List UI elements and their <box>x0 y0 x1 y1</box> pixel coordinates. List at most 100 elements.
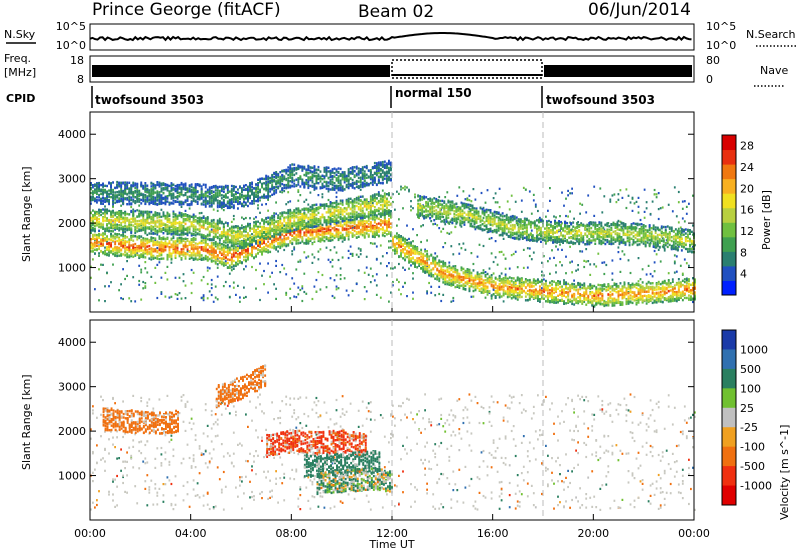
heatmap-cell <box>287 237 290 240</box>
heatmap-cell <box>692 300 694 304</box>
heatmap-cell <box>470 295 473 298</box>
heatmap-cell <box>289 223 292 226</box>
heatmap-cell <box>182 247 185 251</box>
heatmap-cell <box>232 247 235 250</box>
heatmap-cell <box>158 237 161 240</box>
heatmap-cell <box>468 194 471 197</box>
heatmap-cell <box>363 205 366 208</box>
heatmap-cell <box>375 245 378 248</box>
heatmap-cell <box>359 199 362 202</box>
heatmap-cell <box>341 199 344 202</box>
heatmap-cell <box>100 242 102 245</box>
heatmap-cell <box>361 195 364 198</box>
heatmap-cell <box>277 245 280 248</box>
heatmap-cell <box>120 254 123 257</box>
heatmap-cell <box>452 296 455 300</box>
heatmap-cell <box>565 197 567 200</box>
heatmap-cell <box>375 258 378 261</box>
heatmap-cell <box>275 201 277 204</box>
heatmap-cell <box>170 245 173 249</box>
heatmap-cell <box>245 230 247 233</box>
heatmap-cell <box>317 250 320 253</box>
heatmap-cell <box>92 235 94 238</box>
heatmap-cell <box>444 223 447 226</box>
heatmap-cell <box>190 215 193 218</box>
heatmap-cell <box>281 191 284 194</box>
heatmap-cell <box>337 235 340 239</box>
heatmap-cell <box>464 248 467 251</box>
heatmap-cell <box>394 249 396 253</box>
heatmap-cell <box>160 253 163 257</box>
heatmap-cell <box>498 206 501 209</box>
heatmap-cell <box>673 262 676 265</box>
heatmap-cell <box>188 226 191 229</box>
heatmap-cell <box>337 209 340 212</box>
heatmap-cell <box>307 228 310 231</box>
heatmap-cell <box>289 208 292 211</box>
heatmap-cell <box>245 225 247 228</box>
heatmap-cell <box>116 227 119 230</box>
heatmap-cell <box>94 211 96 215</box>
heatmap-cell <box>414 250 416 253</box>
heatmap-cell <box>353 226 356 230</box>
heatmap-cell <box>104 211 106 215</box>
heatmap-cell <box>204 217 207 220</box>
heatmap-cell <box>146 233 149 236</box>
heatmap-cell <box>226 230 229 233</box>
heatmap-cell <box>392 239 394 242</box>
heatmap-cell <box>192 228 195 232</box>
heatmap-cell <box>335 228 338 231</box>
heatmap-cell <box>106 242 108 245</box>
heatmap-cell <box>192 243 195 247</box>
heatmap-cell <box>390 291 392 294</box>
heatmap-cell <box>241 226 243 230</box>
heatmap-cell <box>186 215 189 218</box>
heatmap-cell <box>273 236 276 240</box>
heatmap-cell <box>303 219 306 222</box>
heatmap-cell <box>275 264 277 267</box>
heatmap-cell <box>436 277 439 280</box>
heatmap-cell <box>251 265 253 269</box>
heatmap-cell <box>297 189 300 192</box>
heatmap-cell <box>317 218 320 221</box>
heatmap-cell <box>412 247 414 250</box>
heatmap-cell <box>132 250 135 254</box>
heatmap-cell <box>285 273 288 276</box>
heatmap-cell <box>158 244 161 247</box>
heatmap-cell <box>210 225 213 228</box>
heatmap-cell <box>492 197 495 200</box>
heatmap-cell <box>361 224 364 227</box>
heatmap-cell <box>144 244 147 247</box>
heatmap-cell <box>655 253 658 256</box>
heatmap-cell <box>649 241 652 244</box>
heatmap-cell <box>118 233 120 236</box>
heatmap-cell <box>347 213 350 216</box>
heatmap-cell <box>617 246 620 249</box>
heatmap-cell <box>124 241 127 244</box>
heatmap-cell <box>110 241 112 245</box>
heatmap-cell <box>202 226 205 230</box>
heatmap-cell <box>90 250 92 253</box>
heatmap-cell <box>289 220 292 223</box>
heatmap-cell <box>204 249 207 253</box>
heatmap-cell <box>349 197 352 200</box>
heatmap-cell <box>293 216 296 219</box>
heatmap-cell <box>383 193 386 196</box>
heatmap-cell <box>196 217 199 220</box>
heatmap-cell <box>375 284 378 287</box>
heatmap-cell <box>134 225 137 229</box>
heatmap-cell <box>218 227 221 230</box>
heatmap-cell <box>170 233 173 236</box>
heatmap-cell <box>114 228 116 231</box>
heatmap-cell <box>375 222 378 226</box>
heatmap-cell <box>688 264 690 267</box>
heatmap-cell <box>267 232 270 235</box>
heatmap-cell <box>430 262 433 265</box>
heatmap-cell <box>136 220 139 223</box>
heatmap-cell <box>373 218 376 221</box>
nsearch-tick-top: 10^5 <box>706 20 736 33</box>
heatmap-cell <box>172 215 175 218</box>
heatmap-cell <box>301 285 304 288</box>
heatmap-cell <box>341 256 344 259</box>
heatmap-cell <box>138 256 141 260</box>
